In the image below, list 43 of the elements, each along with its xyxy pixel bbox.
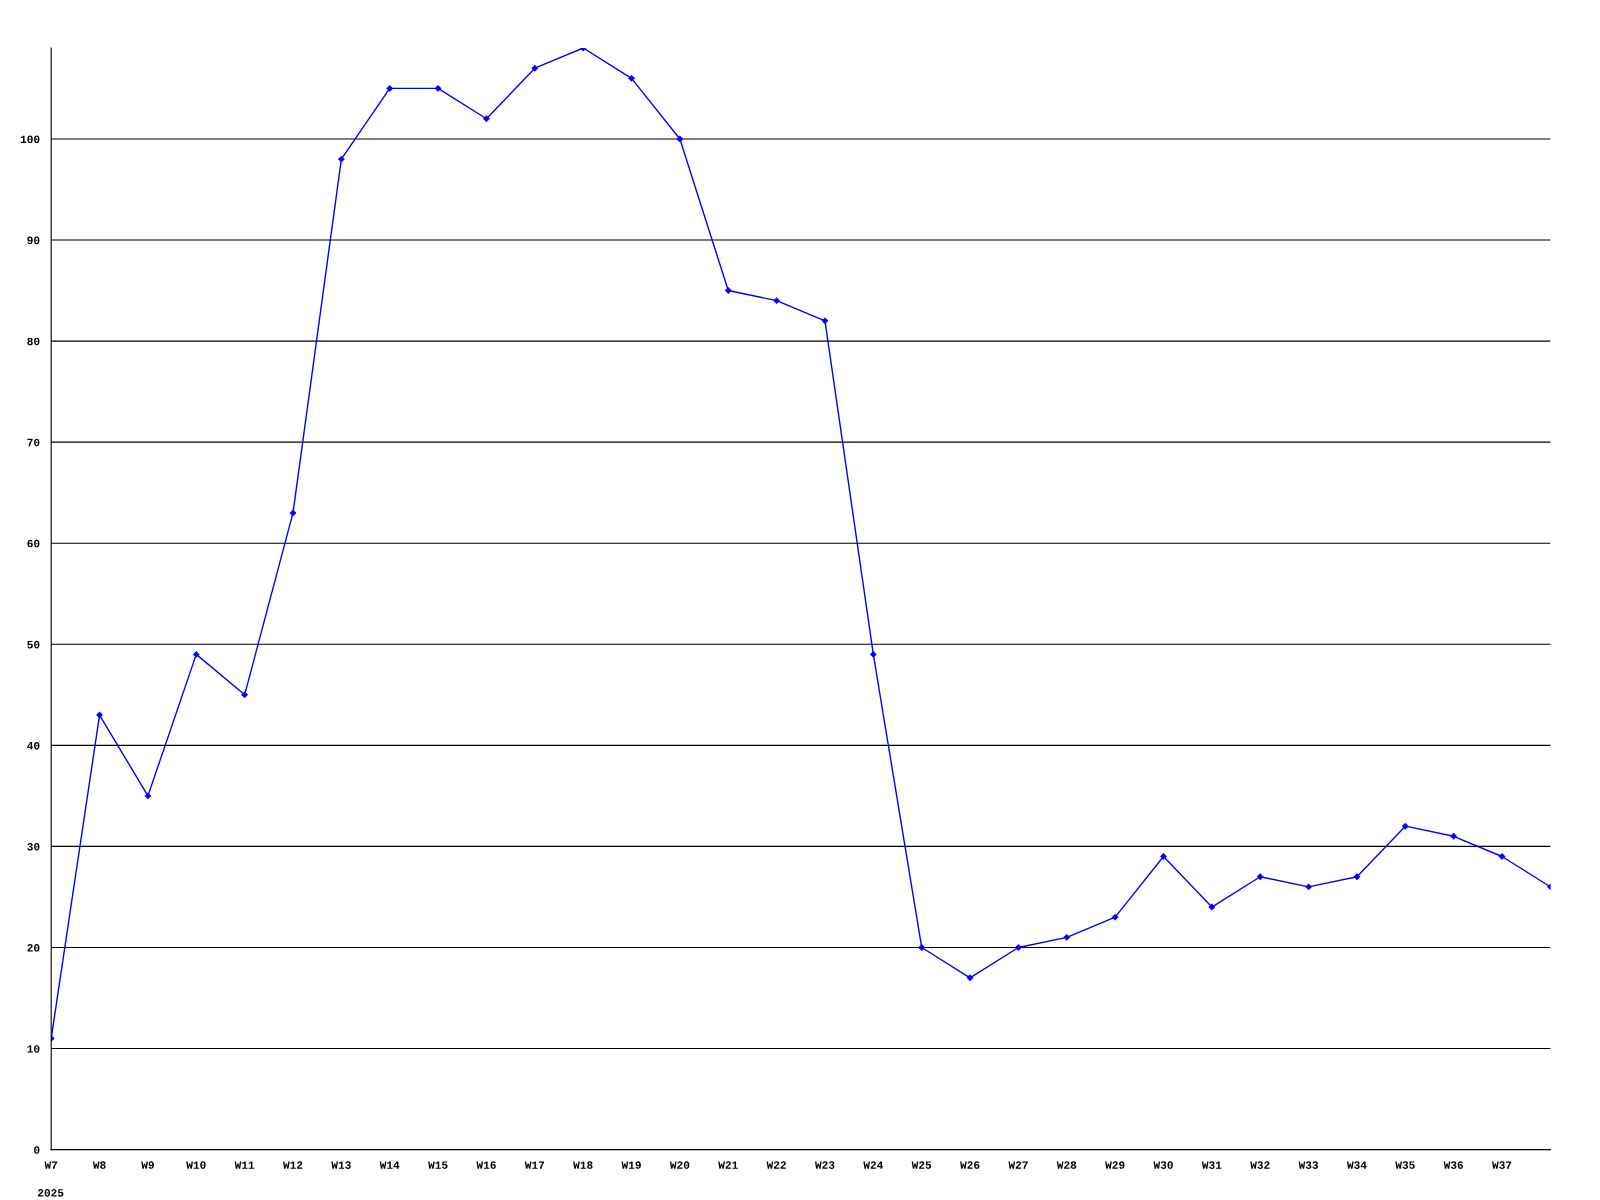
y-tick-label: 20: [27, 944, 40, 952]
y-tick-label: 80: [27, 337, 40, 346]
x-tick-label: W26: [960, 1161, 980, 1169]
y-tick-label: 40: [27, 741, 40, 750]
x-tick-label: W19: [621, 1161, 641, 1169]
x-tick-label: W11: [234, 1161, 255, 1169]
y-tick-label: 60: [27, 539, 40, 548]
x-tick-label: W13: [331, 1161, 351, 1169]
y-tick-label: 70: [27, 438, 40, 447]
x-tick-label: W20: [669, 1161, 690, 1169]
x-tick-label: W35: [1395, 1161, 1415, 1169]
x-tick-label: W17: [524, 1161, 545, 1169]
x-tick-label: W7: [44, 1161, 58, 1169]
x-tick-label: W16: [476, 1161, 496, 1169]
x-tick-label: W22: [766, 1161, 786, 1169]
x-tick-label: W24: [863, 1161, 884, 1169]
x-tick-label: W9: [141, 1161, 154, 1169]
x-tick-label: W21: [718, 1161, 738, 1169]
x-tick-label: W32: [1250, 1161, 1270, 1169]
y-tick-label: 50: [27, 640, 40, 649]
x-tick-label: W12: [283, 1161, 303, 1169]
y-tick-label: 10: [27, 1045, 40, 1053]
x-tick-label: W14: [379, 1161, 400, 1169]
y-tick-label: 0: [34, 1146, 40, 1154]
x-tick-label: W34: [1346, 1161, 1367, 1169]
x-tick-label: W8: [92, 1161, 106, 1169]
x-tick-label: W27: [1008, 1161, 1028, 1169]
x-tick-label: W30: [1153, 1161, 1173, 1169]
x-tick-label: W18: [573, 1161, 593, 1169]
x-tick-label: W25: [911, 1161, 932, 1169]
x-tick-label: W23: [814, 1161, 835, 1169]
x-tick-label: W31: [1201, 1161, 1222, 1169]
y-tick-label: 100: [20, 135, 40, 144]
x-tick-label: W36: [1443, 1161, 1464, 1169]
y-tick-label: 90: [27, 236, 40, 245]
x-tick-label: W29: [1105, 1161, 1125, 1169]
x-tick-label: W28: [1056, 1161, 1077, 1169]
x-tick-label: W33: [1298, 1161, 1319, 1169]
y-tick-label: 30: [27, 843, 40, 851]
x-tick-label: W10: [186, 1161, 206, 1169]
text: 2025: [37, 1189, 64, 1197]
x-tick-label: W15: [428, 1161, 448, 1169]
x-tick-label: W37: [1492, 1161, 1512, 1169]
